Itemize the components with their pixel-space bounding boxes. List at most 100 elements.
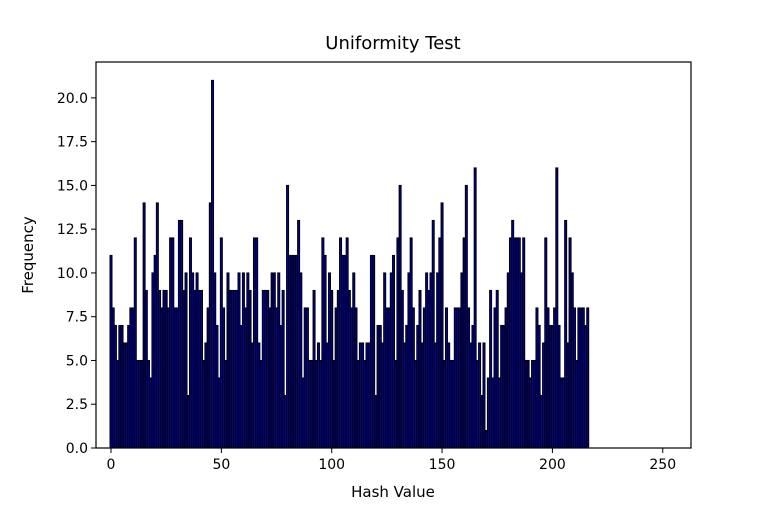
bar <box>160 307 164 449</box>
bar <box>553 307 557 449</box>
bar <box>475 359 479 449</box>
bar <box>188 237 192 449</box>
bar <box>264 289 267 449</box>
bar <box>575 359 579 449</box>
bar <box>136 359 139 449</box>
bar <box>427 289 431 449</box>
bar <box>354 307 358 449</box>
bar <box>542 342 546 449</box>
bar <box>392 254 396 449</box>
bar <box>387 307 391 449</box>
bar <box>142 202 146 449</box>
bar <box>118 324 122 449</box>
bar <box>113 324 117 449</box>
bar <box>339 237 343 449</box>
bar <box>191 272 195 449</box>
bar <box>522 237 526 449</box>
bar <box>400 289 404 449</box>
bar <box>206 307 210 449</box>
bar <box>376 324 380 449</box>
bars-group <box>109 79 590 449</box>
bar <box>259 359 263 449</box>
bar <box>440 202 444 449</box>
bar <box>292 254 296 449</box>
bar <box>356 359 360 449</box>
bar <box>226 272 230 449</box>
bar <box>484 429 488 449</box>
bar <box>508 237 512 449</box>
y-tick-label: 20.0 <box>57 91 88 107</box>
bar <box>166 307 170 449</box>
bar <box>394 359 398 449</box>
bar <box>367 342 371 449</box>
bar <box>224 359 228 449</box>
bar <box>173 307 177 449</box>
bar <box>380 342 384 449</box>
bar <box>323 254 327 449</box>
bar <box>268 307 272 449</box>
bar <box>133 237 137 449</box>
bar <box>478 342 482 449</box>
bar <box>144 289 148 449</box>
bar <box>208 202 212 449</box>
bar <box>277 272 281 449</box>
bar <box>336 289 340 449</box>
bar <box>310 359 314 449</box>
bar <box>533 359 537 449</box>
x-tick-label: 50 <box>212 457 230 473</box>
bar <box>504 307 508 449</box>
bar <box>158 289 162 449</box>
bar <box>493 307 497 449</box>
bar <box>374 394 378 449</box>
bar <box>186 394 190 449</box>
bar <box>467 307 471 449</box>
bar <box>120 324 124 449</box>
bar <box>350 307 354 449</box>
bar <box>539 394 543 449</box>
bar <box>213 272 217 449</box>
bar <box>155 202 159 449</box>
bar <box>235 289 239 449</box>
bar <box>325 342 329 449</box>
bar <box>301 377 305 449</box>
bar <box>222 307 226 449</box>
y-axis: 0.0 2.5 5.0 7.5 10.0 12.5 15.0 17.5 20.0 <box>57 91 96 457</box>
bar <box>299 272 303 449</box>
bar <box>555 167 559 449</box>
x-axis-label: Hash Value <box>351 483 435 501</box>
bar <box>149 377 153 449</box>
bar <box>162 289 166 449</box>
y-tick-label: 2.5 <box>66 397 88 413</box>
plot-frame <box>95 61 692 449</box>
bar <box>568 237 572 449</box>
bar <box>561 377 565 449</box>
bar <box>255 237 259 449</box>
bar <box>418 289 422 449</box>
bar <box>228 289 232 449</box>
bar <box>272 272 276 449</box>
bar <box>548 324 552 449</box>
bar <box>577 307 581 449</box>
bar <box>261 289 265 449</box>
bar <box>111 307 115 449</box>
bar <box>308 359 312 449</box>
x-tick-label: 200 <box>539 457 566 473</box>
bar <box>211 79 215 449</box>
bar <box>409 237 413 449</box>
x-tick-label: 150 <box>429 457 456 473</box>
bar <box>570 272 574 449</box>
bar <box>127 324 131 449</box>
bar <box>442 359 446 449</box>
bar <box>447 342 451 449</box>
bar <box>586 307 590 449</box>
bar <box>482 342 486 449</box>
bar <box>241 272 245 449</box>
bar <box>449 359 453 449</box>
x-tick-label: 100 <box>318 457 345 473</box>
bar <box>464 184 468 449</box>
bar <box>378 324 382 449</box>
bar <box>129 307 133 449</box>
bar <box>497 377 501 449</box>
bar <box>365 342 369 449</box>
bar <box>266 289 270 449</box>
